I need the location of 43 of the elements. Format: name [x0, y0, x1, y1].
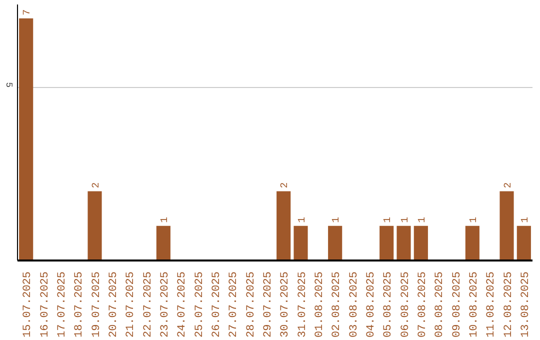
x-tick-label: 13.08.2025	[520, 271, 532, 338]
x-tick-label: 21.07.2025	[125, 271, 138, 338]
y-tick-label: 5	[4, 82, 14, 88]
x-tick-label: 17.07.2025	[56, 271, 68, 338]
x-tick-label: 04.08.2025	[365, 271, 378, 338]
data-label: 1	[468, 216, 480, 223]
x-tick-label: 06.08.2025	[400, 271, 412, 338]
x-tick-label: 10.08.2025	[468, 271, 480, 338]
x-tick-label: 15.07.2025	[22, 271, 34, 338]
x-tick-label: 31.07.2025	[296, 271, 309, 338]
x-tick-label: 29.07.2025	[262, 271, 274, 338]
x-tick-label: 26.07.2025	[210, 271, 223, 338]
x-tick-label: 24.07.2025	[176, 271, 189, 338]
x-tick-label: 11.08.2025	[486, 271, 498, 338]
x-tick-label: 01.08.2025	[314, 271, 326, 338]
x-tick-label: 12.08.2025	[502, 271, 515, 338]
x-tick-label: 05.08.2025	[382, 271, 395, 338]
x-tick-label: 25.07.2025	[194, 271, 206, 338]
x-tick-label: 08.08.2025	[434, 271, 446, 338]
data-label: 1	[400, 216, 412, 223]
data-label: 1	[520, 216, 532, 223]
x-tick-label: 07.08.2025	[416, 271, 429, 338]
x-tick-label: 16.07.2025	[39, 271, 52, 338]
x-tick-label: 23.07.2025	[159, 271, 172, 338]
x-tick-label: 02.08.2025	[331, 271, 344, 338]
data-label: 2	[503, 182, 514, 188]
x-tick-label: 22.07.2025	[142, 271, 154, 338]
x-tick-label: 09.08.2025	[451, 271, 464, 338]
data-label: 1	[332, 216, 343, 223]
x-tick-label: 18.07.2025	[74, 271, 86, 338]
x-tick-label: 27.07.2025	[228, 271, 240, 338]
data-label: 7	[22, 9, 34, 16]
data-label: 1	[297, 216, 308, 223]
x-tick-label: 30.07.2025	[280, 271, 292, 338]
data-label: 1	[417, 216, 428, 223]
x-tick-label: 19.07.2025	[90, 271, 103, 338]
x-tick-label: 28.07.2025	[245, 271, 258, 338]
x-tick-label: 03.08.2025	[348, 271, 360, 338]
data-label: 1	[160, 216, 171, 223]
data-label: 2	[280, 182, 292, 188]
data-label: 1	[383, 216, 394, 223]
x-tick-label: 20.07.2025	[108, 271, 120, 338]
data-label: 2	[91, 182, 102, 188]
